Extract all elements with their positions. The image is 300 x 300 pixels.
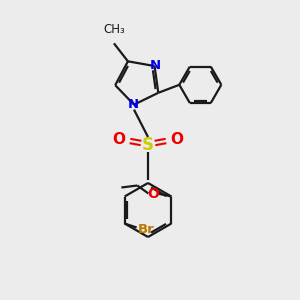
Text: Br: Br bbox=[138, 223, 155, 236]
Text: CH₃: CH₃ bbox=[103, 23, 125, 36]
Text: O: O bbox=[112, 133, 125, 148]
Text: O: O bbox=[170, 133, 184, 148]
Text: N: N bbox=[150, 58, 161, 71]
Text: S: S bbox=[142, 136, 154, 154]
Text: N: N bbox=[128, 98, 139, 111]
Text: O: O bbox=[147, 187, 159, 200]
